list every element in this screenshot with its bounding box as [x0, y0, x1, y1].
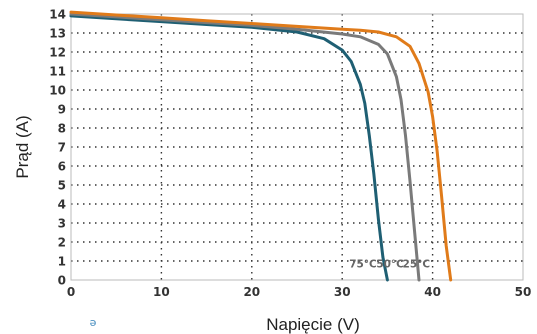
temperature-label: 75°C	[349, 259, 377, 271]
series-group	[69, 10, 453, 282]
series-line-75Cc	[69, 14, 389, 282]
y-tick-label: 14	[49, 8, 66, 22]
y-tick-label: 9	[58, 103, 66, 117]
y-tick-label: 10	[49, 84, 66, 98]
y-tick-label: 3	[58, 217, 66, 231]
y-tick-label: 12	[49, 46, 66, 60]
y-tick-label: 13	[49, 27, 66, 41]
x-tick-label: 50	[515, 285, 532, 299]
x-tick-label: 0	[67, 285, 75, 299]
x-tick-label: 30	[334, 285, 351, 299]
y-axis-label: Prąd (A)	[13, 115, 32, 178]
y-tick-label: 11	[49, 65, 66, 79]
x-axis-label: Napięcie (V)	[266, 315, 360, 334]
plot-frame	[70, 13, 524, 281]
grid	[71, 14, 523, 280]
x-axis-ticks: 0 10 20 30 40 50	[67, 285, 532, 299]
y-tick-label: 6	[58, 160, 66, 174]
series-line-25Cc	[69, 10, 453, 282]
y-tick-label: 0	[58, 274, 66, 288]
y-tick-label: 2	[58, 236, 66, 250]
temperature-label: 25°C	[403, 259, 431, 271]
x-tick-label: 10	[153, 285, 170, 299]
x-tick-label: 40	[424, 285, 441, 299]
y-tick-label: 4	[58, 198, 66, 212]
footer-mark-icon: ǝ	[90, 316, 97, 329]
series-line-50Cc	[69, 12, 421, 282]
y-tick-label: 1	[58, 255, 66, 269]
y-tick-label: 5	[58, 179, 66, 193]
y-tick-label: 7	[58, 141, 66, 155]
annotations: 75°C 50°C25°C	[349, 259, 430, 271]
y-tick-label: 8	[58, 122, 66, 136]
x-tick-label: 20	[243, 285, 260, 299]
temperature-label: 50°C	[376, 259, 404, 271]
